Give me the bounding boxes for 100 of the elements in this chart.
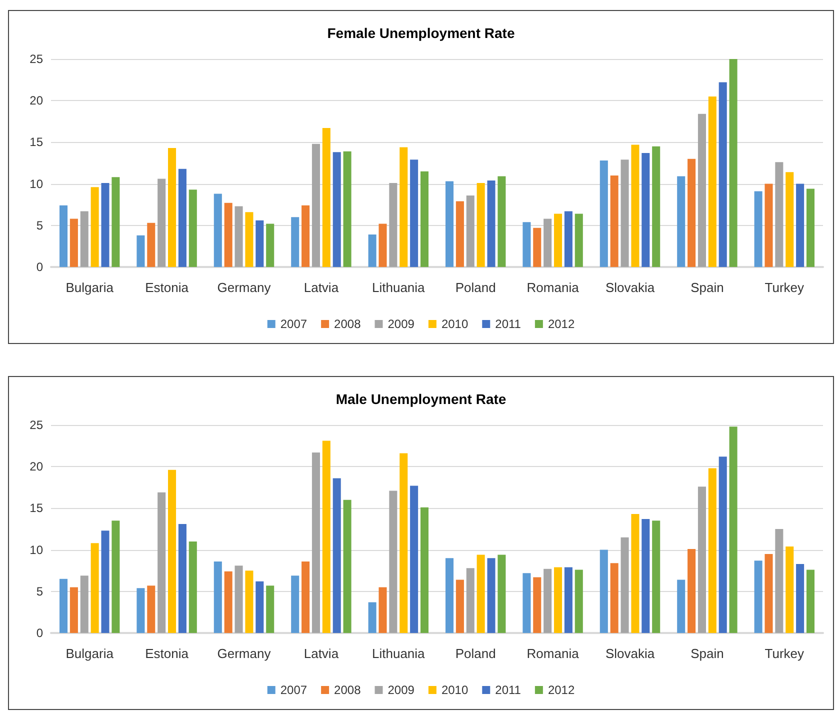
bar [522,573,531,633]
bar [214,194,222,267]
bar [456,201,464,267]
bar [564,211,572,267]
bar [368,234,376,267]
x-tick-label: Slovakia [605,280,656,295]
bar [312,144,320,267]
bar [498,176,506,267]
bar [708,468,716,633]
bar [729,59,738,267]
y-tick-label: 10 [30,542,44,557]
bar [322,128,330,267]
x-tick-label: Poland [455,280,496,295]
bar [291,217,300,267]
bar [101,182,110,267]
bar [343,151,352,267]
bar [631,144,640,267]
bar [677,580,686,633]
bar [456,580,464,633]
bar [70,218,78,267]
x-tick-label: Spain [690,646,724,661]
bar [600,550,608,633]
legend-label: 2008 [334,317,362,331]
bar [718,82,727,267]
bar [147,586,156,633]
bar [642,153,650,267]
bar [224,571,232,633]
bar [112,177,120,267]
bar [256,220,264,267]
bar [178,524,186,633]
bar [610,563,618,633]
x-tick-label: Lithuania [372,280,426,295]
x-tick-label: Spain [690,280,724,295]
bar [533,228,542,267]
bar [718,456,727,633]
bar [168,470,176,633]
x-tick-label: Latvia [304,280,340,295]
bar [600,160,608,267]
bar [302,205,310,267]
bar [245,212,254,267]
bar [188,190,197,267]
bar [806,188,815,267]
bar [466,568,474,633]
bar [754,191,762,267]
bar [158,178,166,267]
y-tick-label: 25 [30,418,44,432]
bar [234,566,243,633]
legend-label: 2012 [548,317,575,331]
legend-label: 2010 [441,317,468,331]
y-tick-label: 15 [30,135,44,150]
x-tick-label: Lithuania [372,646,426,661]
bar [224,202,232,267]
bar [786,546,794,633]
x-tick-label: Estonia [145,646,190,661]
bar [574,214,583,267]
bar [796,184,804,267]
bar [256,581,264,633]
bar [729,426,738,633]
bar [445,558,454,633]
x-tick-label: Romania [526,646,580,661]
bar [764,554,773,633]
bar [754,560,762,633]
bar [136,235,145,267]
bar [652,520,660,633]
chart-title: Female Unemployment Rate [327,25,515,41]
bar [312,452,320,633]
bar [554,214,562,267]
bar [389,490,398,633]
bar [158,492,166,633]
bar [476,182,485,267]
bar [764,184,773,267]
bar [410,160,418,267]
bar [266,586,274,633]
bar [786,172,794,267]
x-tick-label: Latvia [304,646,340,661]
legend-label: 2007 [280,317,308,331]
x-tick-label: Slovakia [605,646,656,661]
bar [101,530,110,633]
bar [498,554,506,633]
bar [245,570,254,633]
legend-label: 2008 [334,683,362,697]
bar [400,147,408,267]
x-tick-label: Turkey [764,280,805,295]
bar [652,146,660,267]
bar [214,561,222,633]
x-tick-label: Poland [455,646,496,661]
bar [368,602,376,633]
bar [708,96,716,267]
bar [59,578,68,633]
bar [522,222,531,267]
bar [806,570,815,633]
y-tick-label: 5 [36,218,44,232]
legend-label: 2012 [548,683,575,697]
x-tick-label: Romania [526,280,580,295]
y-tick-label: 15 [30,501,44,516]
bar [574,570,583,633]
x-tick-label: Bulgaria [66,280,114,295]
chart-title: Male Unemployment Rate [336,391,506,407]
bar [688,158,696,267]
bar [378,587,387,633]
